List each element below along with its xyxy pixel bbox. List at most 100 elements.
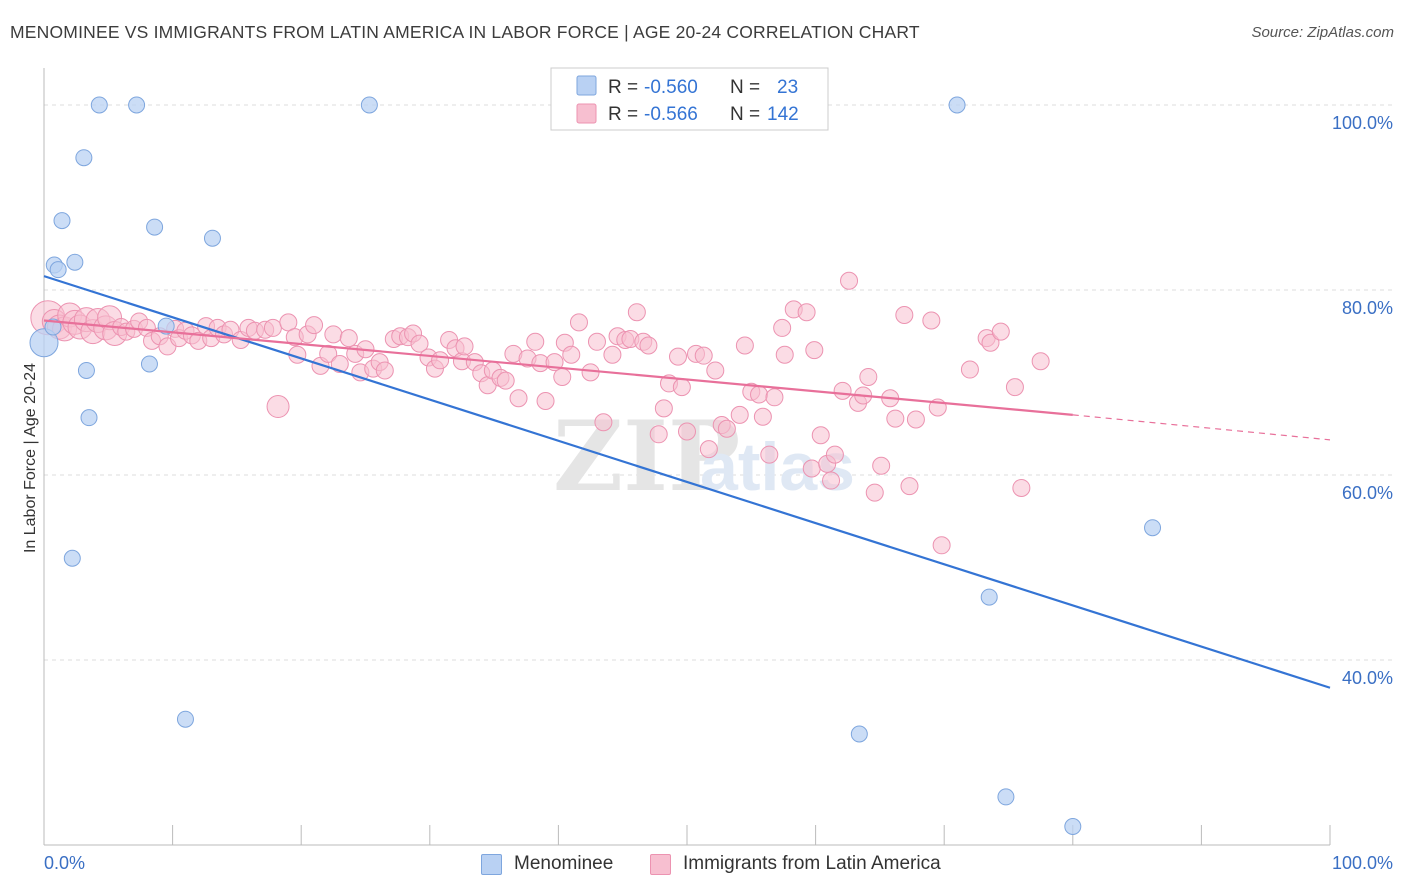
pink-point [991, 322, 1010, 341]
bottom-legend: Menominee Immigrants from Latin America [0, 850, 1406, 880]
pink-points [30, 271, 1050, 555]
pink-point [765, 388, 784, 407]
legend-n-label-1: N = [730, 77, 760, 98]
pink-point [279, 313, 298, 332]
blue-point [66, 253, 84, 271]
bottom-legend-menominee: Menominee [481, 853, 613, 875]
pink-point [581, 363, 600, 382]
pink-point [694, 346, 713, 365]
pink-point [797, 303, 816, 322]
pink-point [811, 426, 830, 445]
pink-point [886, 409, 905, 428]
pink-point [706, 361, 725, 380]
pink-point [805, 341, 824, 360]
pink-point [760, 445, 779, 464]
pink-point [678, 422, 696, 441]
pink-point [981, 333, 1000, 352]
pink-point [750, 385, 769, 404]
legend-n-value-2: 142 [767, 104, 799, 125]
legend-r-label-1: R = [608, 77, 638, 98]
pink-point [654, 399, 673, 418]
pink-point [822, 471, 841, 490]
pink-point [833, 381, 852, 400]
pink-point [339, 329, 358, 348]
y-tick-label: 100.0% [1332, 113, 1393, 133]
y-tick-label: 40.0% [1342, 668, 1393, 688]
pink-point [672, 378, 691, 397]
blue-point [850, 725, 868, 743]
pink-point [266, 395, 290, 419]
pink-point [753, 407, 772, 426]
pink-point [960, 360, 979, 379]
pink-point [717, 419, 736, 438]
y-tick-label: 80.0% [1342, 298, 1393, 318]
pink-point [263, 318, 282, 337]
pink-point [562, 345, 581, 364]
bottom-legend-label-2: Immigrants from Latin America [683, 853, 941, 874]
blue-point [77, 361, 95, 379]
legend-n-label-2: N = [730, 104, 760, 125]
blue-point [53, 212, 71, 230]
pink-point [932, 536, 951, 555]
source-label: Source: ZipAtlas.com [1251, 24, 1394, 41]
pink-point [431, 351, 450, 370]
legend-n-value-1: 23 [777, 77, 798, 98]
y-axis-label: In Labor Force | Age 20-24 [22, 363, 39, 553]
pink-point [649, 425, 668, 444]
pink-point [775, 345, 794, 364]
pink-point [906, 410, 925, 429]
pink-point [594, 413, 613, 432]
blue-point [75, 149, 93, 167]
pink-point [773, 318, 792, 337]
axes [43, 68, 1331, 846]
y-tick-label: 60.0% [1342, 483, 1393, 503]
pink-point [526, 332, 545, 351]
pink-point [305, 316, 324, 335]
pink-point [330, 355, 349, 373]
pink-point [668, 347, 687, 366]
pink-point [859, 367, 878, 386]
blue-point [176, 710, 194, 728]
blue-point [49, 261, 67, 279]
pink-point [1005, 378, 1024, 397]
pink-point [922, 311, 941, 330]
pink-point [825, 445, 844, 464]
blue-point [203, 229, 221, 247]
blue-point [63, 549, 81, 567]
tick-labels: 100.0% 80.0% 60.0% 40.0% 0.0% 100.0% [44, 113, 1393, 873]
pink-point [865, 483, 884, 502]
pink-point [895, 305, 914, 324]
immigrants-swatch [650, 853, 671, 875]
pink-point [375, 361, 394, 380]
pink-point [455, 337, 474, 356]
pink-point [569, 313, 588, 332]
blue-point [80, 409, 98, 427]
blue-points [29, 96, 1162, 835]
pink-point [872, 456, 891, 475]
pink-point [840, 271, 859, 290]
pink-point [536, 392, 555, 410]
chart-title: MENOMINEE VS IMMIGRANTS FROM LATIN AMERI… [10, 22, 920, 42]
pink-point [1012, 478, 1031, 497]
blue-point [157, 317, 175, 335]
blue-point [90, 96, 108, 114]
menominee-swatch [481, 853, 502, 875]
pink-point [802, 459, 821, 478]
pink-point [603, 345, 622, 364]
pink-point [509, 389, 528, 408]
legend-box [550, 67, 829, 131]
pink-point [639, 336, 658, 355]
pink-point [1031, 352, 1050, 371]
pink-point [627, 303, 646, 322]
blue-point [980, 588, 998, 606]
blue-point [997, 788, 1015, 806]
blue-point [948, 96, 966, 114]
blue-point [140, 355, 158, 373]
x-tick-label: 100.0% [1332, 853, 1393, 873]
pink-point [730, 405, 749, 424]
pink-point [587, 332, 606, 351]
pink-point [410, 334, 429, 353]
pink-point [319, 344, 338, 363]
blue-point [29, 328, 59, 358]
